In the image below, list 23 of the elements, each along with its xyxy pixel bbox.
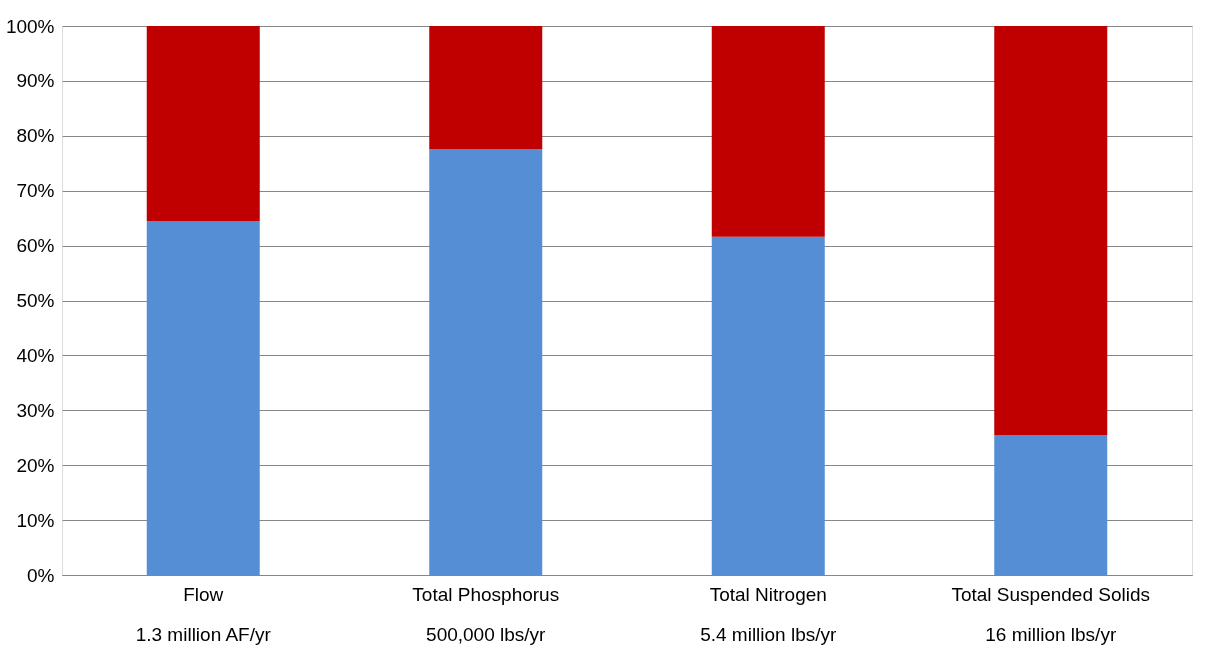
x-tick-label: Total Nitrogen 5.4 million lbs/yr — [700, 583, 838, 645]
bar — [429, 148, 543, 575]
y-tick-label: 20% — [16, 454, 55, 476]
y-tick-label: 50% — [16, 290, 55, 311]
y-tick-label: 100% — [5, 15, 55, 37]
bar — [711, 26, 825, 237]
y-tick-label: 70% — [16, 180, 55, 202]
bar — [994, 26, 1108, 436]
y-tick-label: 10% — [16, 509, 55, 531]
bar — [994, 435, 1108, 575]
x-tick-label: Total Phosphorus 500,000 lbs/yr — [412, 583, 560, 645]
bar — [429, 26, 543, 149]
y-tick-label: 80% — [16, 125, 55, 147]
y-tick-label: 30% — [16, 399, 55, 421]
y-tick-label: 0% — [27, 564, 55, 586]
y-tick-label: 90% — [16, 70, 55, 92]
y-tick-label: 40% — [16, 344, 55, 366]
x-tick-label: Total Suspended Solids 16 million lbs/yr — [951, 583, 1151, 645]
bar — [711, 236, 825, 575]
x-tick-label: Flow 1.3 million AF/yr — [135, 583, 272, 645]
bar — [146, 220, 260, 575]
y-tick-label: 60% — [16, 235, 55, 257]
bar — [146, 26, 260, 221]
